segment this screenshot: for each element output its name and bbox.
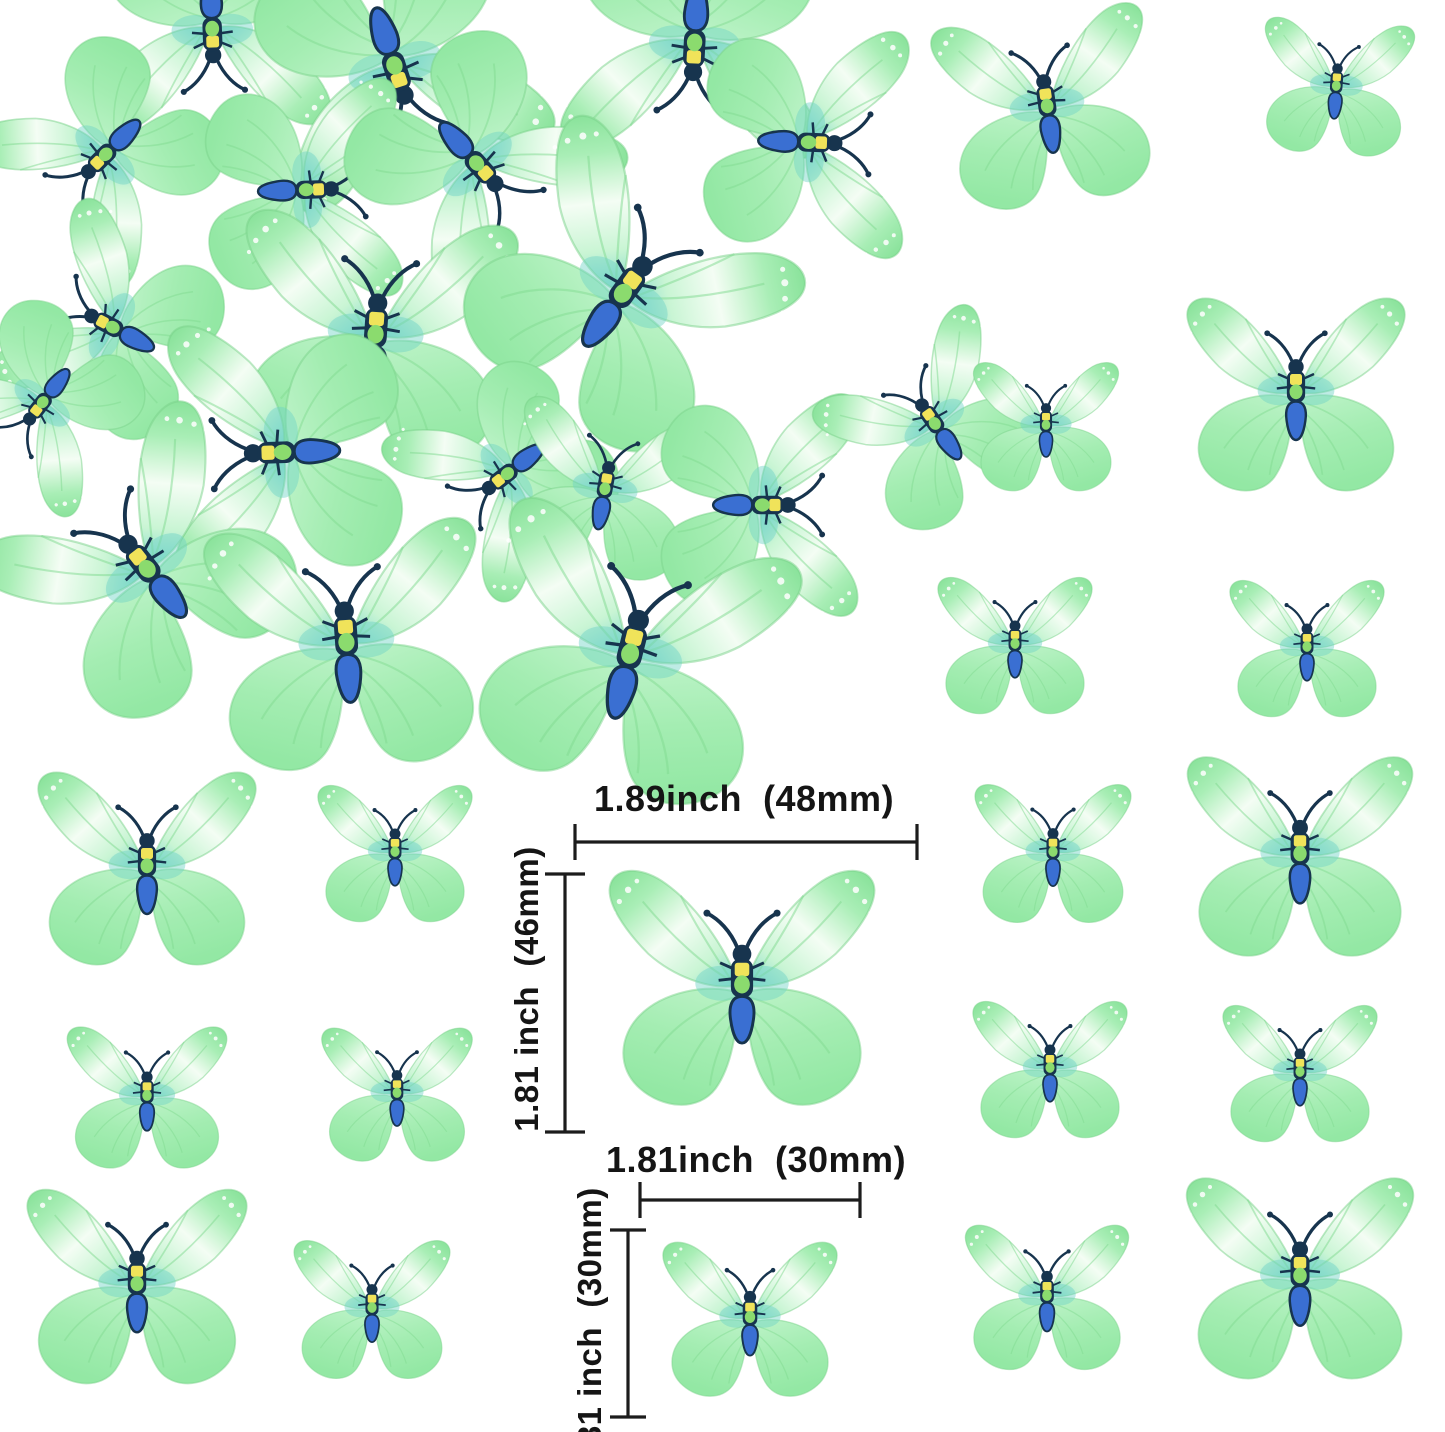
butterfly-grid-right <box>1257 16 1415 158</box>
dimension-lines <box>545 824 919 1419</box>
dimension-label-height-30mm: 1.81 inch (30mm) <box>571 1187 608 1432</box>
butterfly-grid-left <box>67 1027 227 1168</box>
small-width-line <box>638 1182 862 1218</box>
butterfly-grid-left <box>38 772 256 964</box>
butterfly-grid-right <box>975 785 1131 923</box>
butterfly-grid-right <box>965 1225 1128 1369</box>
dimension-label-width-48mm: 1.89inch (48mm) <box>593 778 895 819</box>
butterfly-grid-right <box>929 1 1166 217</box>
butterfly-grid-left <box>27 1190 246 1384</box>
butterfly-grid-right <box>938 577 1092 713</box>
butterfly-grid-left <box>318 785 472 921</box>
butterfly-grid-right <box>1188 757 1413 956</box>
dimension-label-height-46mm: 1.81 inch (46mm) <box>508 846 545 1132</box>
butterfly-measured <box>663 1242 837 1396</box>
butterfly-grid-left <box>294 1241 450 1379</box>
butterfly-measured <box>610 871 875 1105</box>
butterfly-grid-right <box>1187 298 1405 490</box>
large-width-line <box>573 824 919 860</box>
small-height-line <box>610 1228 646 1419</box>
butterfly-layer <box>0 0 1415 1396</box>
butterfly-grid-right <box>1187 1178 1414 1378</box>
butterfly-grid-right <box>1230 580 1384 716</box>
butterfly-cluster <box>702 25 910 259</box>
butterfly-grid-left <box>322 1028 473 1161</box>
dimension-label-width-30mm: 1.81inch (30mm) <box>605 1139 907 1180</box>
large-height-line <box>545 872 585 1134</box>
butterfly-grid-right <box>1223 1005 1377 1141</box>
butterfly-grid-right <box>973 1001 1127 1137</box>
